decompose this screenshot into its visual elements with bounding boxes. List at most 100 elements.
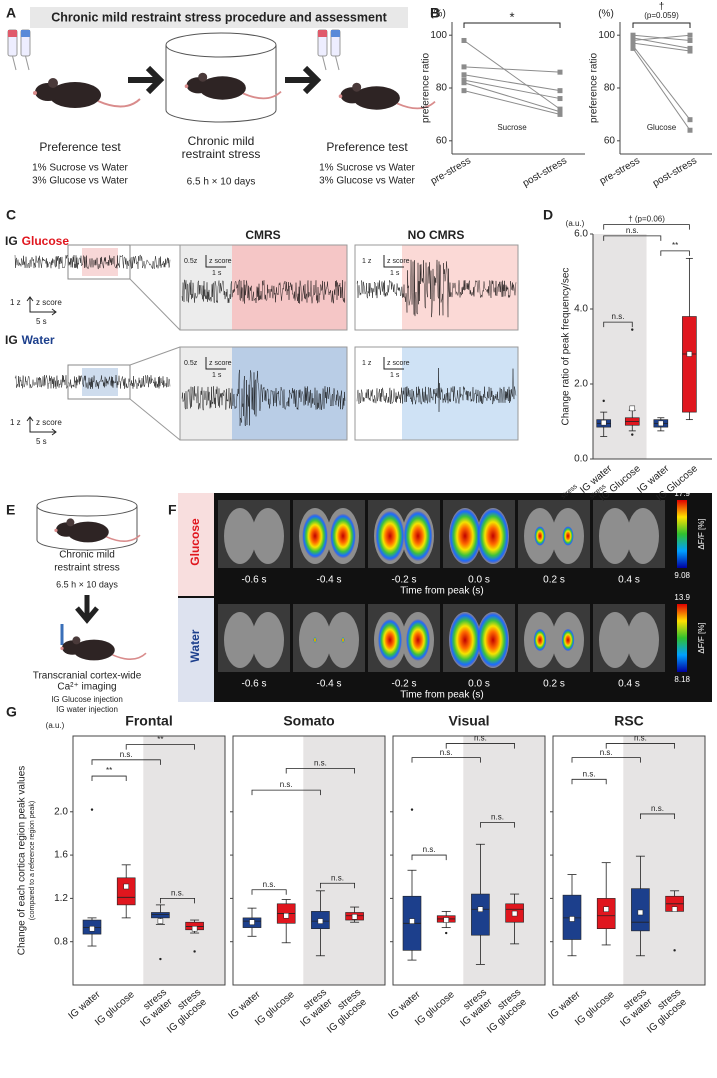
row-prefix: IG bbox=[5, 333, 18, 347]
point bbox=[687, 32, 693, 38]
mean bbox=[686, 351, 693, 357]
panel-a-title: Chronic mild restraint stress procedure … bbox=[51, 10, 387, 24]
time-label: 0.0 s bbox=[468, 575, 490, 586]
plot-frame bbox=[392, 735, 546, 986]
mouse bbox=[338, 82, 436, 110]
scale-bar bbox=[383, 255, 404, 268]
significance-bracket bbox=[445, 743, 515, 749]
annotation: ** bbox=[157, 735, 163, 744]
hemisphere bbox=[224, 508, 256, 564]
chart-title: Glucose bbox=[647, 123, 677, 132]
step-line: 3% Glucose vs Water bbox=[319, 176, 415, 187]
mouse-nose bbox=[60, 646, 64, 650]
significance-bracket bbox=[320, 882, 355, 889]
significance-bracket bbox=[605, 743, 675, 749]
scale-bar bbox=[26, 296, 57, 316]
scale-label: 0.5z bbox=[184, 258, 198, 265]
scale-label: z score bbox=[36, 298, 62, 307]
annotation: n.s. bbox=[600, 748, 613, 757]
mean bbox=[603, 906, 609, 912]
mouse bbox=[33, 78, 141, 108]
mouse-body bbox=[67, 521, 109, 543]
activity bbox=[378, 619, 402, 661]
significance-bracket bbox=[160, 897, 195, 904]
bottle-cap bbox=[21, 30, 30, 37]
bottle-spout bbox=[12, 55, 17, 71]
unit-label: (%) bbox=[430, 9, 446, 20]
series-line bbox=[463, 66, 561, 73]
x-tick-label: pre-stress bbox=[429, 155, 473, 187]
zoom-box bbox=[354, 244, 519, 331]
colorbar bbox=[677, 604, 687, 672]
scale-label: z score bbox=[36, 418, 62, 427]
significance-bracket bbox=[632, 22, 691, 28]
mouse bbox=[184, 72, 282, 100]
activity bbox=[449, 612, 481, 668]
significance-bracket bbox=[603, 224, 690, 230]
y-tick-label: 0.8 bbox=[54, 936, 68, 947]
point bbox=[557, 69, 563, 75]
significance-bracket bbox=[603, 321, 633, 328]
series-line bbox=[463, 79, 561, 100]
mean bbox=[157, 918, 164, 924]
row-tag bbox=[178, 493, 214, 596]
activity bbox=[562, 526, 574, 546]
row-name: Water bbox=[22, 333, 55, 347]
highlight bbox=[82, 248, 118, 276]
activity bbox=[561, 628, 575, 652]
scale-label: z score bbox=[387, 360, 410, 367]
panel-letter: A bbox=[6, 5, 16, 21]
scale-label: z score bbox=[209, 360, 232, 367]
activity bbox=[341, 637, 345, 643]
mean bbox=[351, 914, 358, 920]
bottle-spout bbox=[322, 55, 327, 71]
scale-label: 1 s bbox=[212, 372, 222, 379]
title-box bbox=[30, 7, 408, 28]
activity bbox=[313, 637, 317, 643]
significance-bracket bbox=[285, 768, 355, 774]
y-tick-label: 60 bbox=[436, 135, 448, 146]
chart-title: Frontal bbox=[125, 713, 172, 729]
zoom-box bbox=[179, 244, 348, 331]
annotation: n.s. bbox=[626, 226, 639, 235]
mouse-body bbox=[199, 76, 246, 100]
scale-label: 1 z bbox=[10, 298, 21, 307]
point bbox=[557, 88, 563, 94]
mouse-nose bbox=[33, 91, 37, 95]
e-text: Transcranial cortex-wide bbox=[33, 671, 142, 682]
y-tick-label: 80 bbox=[604, 83, 616, 94]
mouse-body bbox=[73, 639, 115, 661]
annotation: n.s. bbox=[120, 750, 133, 759]
box bbox=[596, 898, 616, 930]
point bbox=[630, 40, 636, 46]
mouse-nose bbox=[54, 528, 58, 532]
step-title: Preference test bbox=[326, 140, 408, 154]
activity bbox=[449, 508, 481, 564]
column-header: NO CMRS bbox=[408, 228, 465, 242]
colorbar-min: 8.18 bbox=[674, 675, 690, 684]
row-name: Glucose bbox=[188, 518, 202, 566]
zoom-window bbox=[67, 364, 131, 400]
mouse-nose bbox=[184, 84, 189, 88]
annotation: n.s. bbox=[263, 880, 276, 889]
step-line: 1% Sucrose vs Water bbox=[32, 163, 128, 174]
mean bbox=[671, 906, 678, 912]
y-axis-note: (compared to a reference region peak) bbox=[29, 801, 36, 920]
scale-label: 5 s bbox=[36, 437, 47, 446]
point bbox=[461, 37, 467, 43]
bottle-spout bbox=[335, 55, 340, 71]
activity bbox=[534, 526, 546, 546]
zoom-lines bbox=[129, 244, 181, 331]
point bbox=[461, 88, 467, 94]
mouse-tail bbox=[112, 652, 147, 660]
mouse-body bbox=[353, 86, 400, 110]
annotation: n.s. bbox=[634, 734, 647, 743]
axis-label: Time from peak (s) bbox=[400, 586, 484, 597]
e-text: restraint stress bbox=[54, 563, 120, 574]
box bbox=[151, 912, 170, 919]
signal-trace bbox=[356, 259, 517, 318]
activity bbox=[533, 628, 547, 652]
mean bbox=[477, 906, 484, 912]
column-header: CMRS bbox=[245, 228, 280, 242]
arrow bbox=[128, 65, 165, 95]
